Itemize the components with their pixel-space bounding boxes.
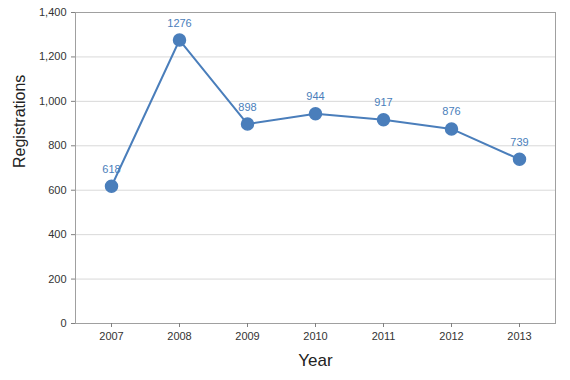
- svg-text:944: 944: [306, 90, 324, 102]
- svg-text:739: 739: [510, 136, 528, 148]
- svg-text:2007: 2007: [99, 330, 123, 342]
- svg-text:917: 917: [374, 96, 392, 108]
- svg-text:200: 200: [48, 273, 66, 285]
- svg-text:2009: 2009: [235, 330, 259, 342]
- svg-text:898: 898: [238, 101, 256, 113]
- svg-text:Registrations: Registrations: [11, 75, 28, 168]
- svg-text:2012: 2012: [439, 330, 463, 342]
- svg-text:0: 0: [60, 317, 66, 329]
- svg-text:1276: 1276: [167, 17, 191, 29]
- svg-text:2010: 2010: [303, 330, 327, 342]
- svg-text:800: 800: [48, 139, 66, 151]
- svg-text:2008: 2008: [167, 330, 191, 342]
- svg-text:600: 600: [48, 184, 66, 196]
- svg-text:876: 876: [442, 105, 460, 117]
- svg-text:400: 400: [48, 228, 66, 240]
- svg-text:Year: Year: [298, 351, 333, 370]
- svg-text:1,000: 1,000: [39, 95, 67, 107]
- svg-text:1,400: 1,400: [39, 6, 67, 18]
- svg-text:618: 618: [102, 163, 120, 175]
- svg-text:2013: 2013: [507, 330, 531, 342]
- svg-text:1,200: 1,200: [39, 50, 67, 62]
- svg-text:2011: 2011: [372, 330, 396, 342]
